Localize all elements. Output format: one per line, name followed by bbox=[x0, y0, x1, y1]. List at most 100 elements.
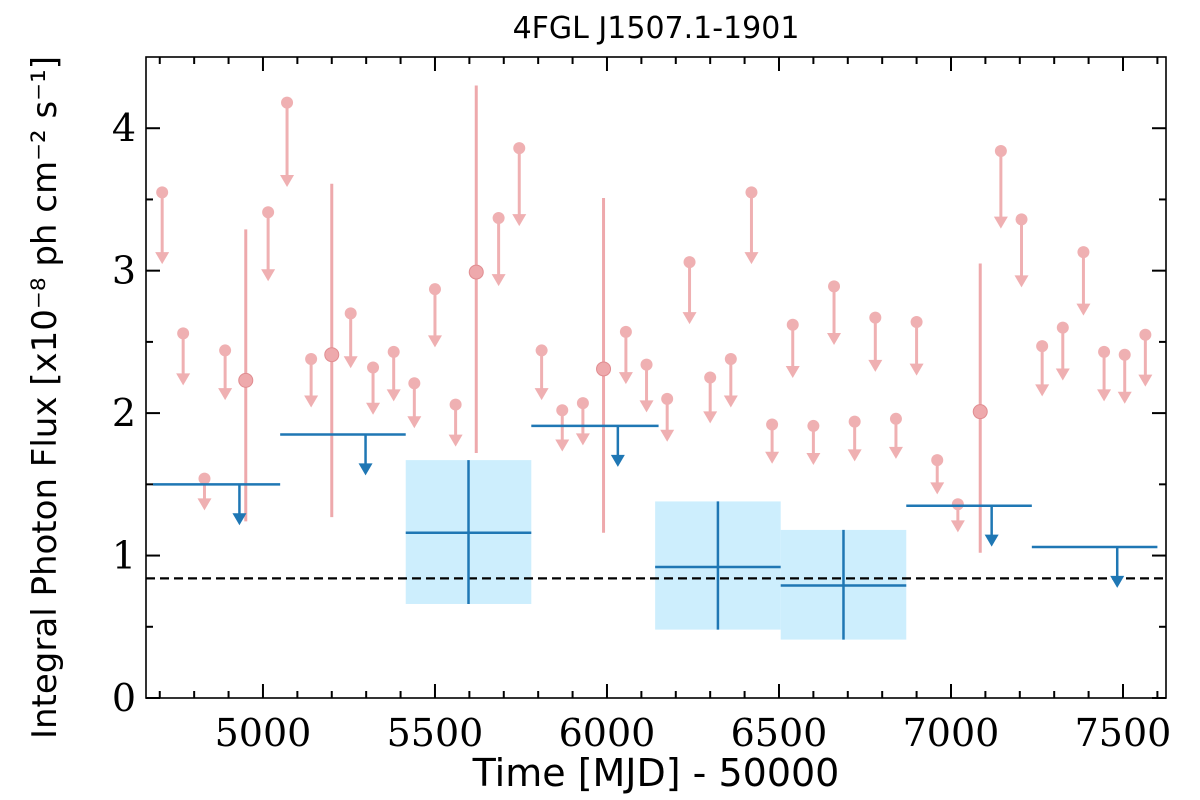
short-bin-upper-limit bbox=[785, 318, 800, 379]
upper-limit-arrowhead bbox=[343, 356, 358, 369]
upper-limit-marker bbox=[535, 344, 548, 357]
upper-limit-marker bbox=[492, 211, 505, 224]
upper-limit-marker bbox=[219, 344, 232, 357]
upper-limit-arrowhead bbox=[765, 451, 780, 464]
upper-limit-arrowhead bbox=[618, 372, 633, 385]
short-bin-upper-limit bbox=[827, 280, 842, 345]
detection-marker bbox=[238, 372, 254, 388]
upper-limit-arrowhead bbox=[930, 482, 945, 495]
upper-limit-arrowhead bbox=[491, 274, 506, 287]
upper-limit-arrowhead bbox=[723, 395, 738, 408]
detection-marker bbox=[596, 361, 612, 377]
short-bin-upper-limit bbox=[660, 392, 675, 442]
upper-limit-arrowhead bbox=[575, 433, 590, 446]
short-bin-upper-limit bbox=[1138, 328, 1153, 387]
upper-limit-arrowhead bbox=[304, 395, 319, 408]
upper-limit-arrowhead bbox=[1097, 389, 1112, 402]
short-bin-upper-limit bbox=[930, 454, 945, 495]
upper-limit-arrowhead bbox=[366, 402, 381, 415]
upper-limit-marker bbox=[745, 186, 758, 199]
short-bin-upper-limit bbox=[575, 397, 590, 446]
short-bin-detection bbox=[468, 85, 484, 453]
x-tick-label: 6000 bbox=[559, 711, 656, 755]
plot-area bbox=[146, 85, 1166, 640]
upper-limit-marker bbox=[951, 498, 964, 511]
upper-limit-arrowhead bbox=[827, 332, 842, 345]
upper-limit-arrowhead bbox=[847, 449, 862, 462]
short-bin-upper-limit bbox=[765, 418, 780, 464]
upper-limit-arrowhead bbox=[993, 216, 1008, 229]
upper-limit-marker bbox=[156, 186, 169, 199]
short-bin-upper-limit bbox=[176, 327, 191, 386]
detection-marker bbox=[468, 264, 484, 280]
upper-limit-arrowhead bbox=[785, 366, 800, 379]
detection-marker bbox=[972, 404, 988, 420]
upper-limit-marker bbox=[807, 419, 820, 432]
upper-limit-marker bbox=[786, 318, 799, 331]
short-bin-upper-limit bbox=[1055, 321, 1070, 381]
upper-limit-arrowhead bbox=[682, 312, 697, 325]
upper-limit-marker bbox=[449, 398, 462, 411]
short-bin-upper-limit bbox=[155, 186, 170, 265]
long-bin-upper-limit-arrowhead bbox=[610, 454, 625, 467]
long-bin-upper-limit-arrowhead bbox=[1110, 575, 1125, 588]
upper-limit-arrowhead bbox=[427, 335, 442, 348]
upper-limit-marker bbox=[994, 145, 1007, 158]
short-bin-upper-limit bbox=[555, 404, 570, 452]
x-tick-label: 5000 bbox=[215, 711, 312, 755]
upper-limit-arrowhead bbox=[176, 373, 191, 386]
short-bin-upper-limit bbox=[744, 186, 759, 265]
upper-limit-arrowhead bbox=[555, 439, 570, 452]
y-tick-label: 4 bbox=[112, 106, 136, 150]
upper-limit-arrowhead bbox=[1138, 374, 1153, 387]
upper-limit-marker bbox=[869, 311, 882, 324]
upper-limit-marker bbox=[683, 256, 696, 269]
upper-limit-marker bbox=[1098, 345, 1111, 358]
upper-limit-arrowhead bbox=[888, 446, 903, 459]
long-bin-upper-limit-arrowhead bbox=[984, 534, 999, 547]
short-bin-upper-limit bbox=[197, 472, 212, 511]
short-bin-upper-limit bbox=[868, 311, 883, 372]
upper-limit-marker bbox=[513, 142, 526, 155]
upper-limit-marker bbox=[1056, 321, 1069, 334]
short-bin-upper-limit bbox=[639, 358, 654, 413]
y-axis-label: Integral Photon Flux [x10⁻⁸ ph cm⁻² s⁻¹] bbox=[25, 56, 65, 739]
upper-limit-marker bbox=[931, 454, 944, 467]
short-bin-upper-limit bbox=[682, 256, 697, 325]
short-bin-upper-limit bbox=[512, 142, 527, 227]
upper-limit-arrowhead bbox=[1014, 275, 1029, 288]
upper-limit-marker bbox=[828, 280, 841, 293]
upper-limit-marker bbox=[281, 96, 294, 109]
short-bin-upper-limit bbox=[950, 498, 965, 533]
upper-limit-marker bbox=[724, 352, 737, 365]
upper-limit-arrowhead bbox=[512, 214, 527, 227]
short-bin-upper-limit bbox=[427, 283, 442, 348]
long-bin-upper-limit-arrowhead bbox=[358, 463, 373, 476]
upper-limit-marker bbox=[177, 327, 190, 340]
short-bin-upper-limit bbox=[386, 345, 401, 402]
upper-limit-marker bbox=[387, 345, 400, 358]
short-bin-upper-limit bbox=[261, 206, 276, 282]
short-bin-upper-limit bbox=[806, 419, 821, 466]
long-bin-upper-limit-arrowhead bbox=[232, 513, 247, 526]
short-bin-upper-limit bbox=[618, 325, 633, 385]
short-bin-upper-limit bbox=[343, 307, 358, 369]
x-tick-label: 7500 bbox=[1075, 711, 1172, 755]
y-tick-label: 3 bbox=[112, 249, 136, 293]
short-bin-upper-limit bbox=[1076, 246, 1091, 316]
upper-limit-arrowhead bbox=[197, 498, 212, 511]
upper-limit-marker bbox=[576, 397, 589, 410]
plot-frame bbox=[145, 56, 1167, 699]
upper-limit-arrowhead bbox=[407, 416, 422, 429]
short-bin-upper-limit bbox=[1014, 213, 1029, 288]
short-bin-upper-limit bbox=[993, 145, 1008, 229]
short-bin-upper-limit bbox=[448, 398, 463, 447]
upper-limit-marker bbox=[1118, 348, 1131, 361]
detection-marker bbox=[324, 347, 340, 363]
upper-limit-arrowhead bbox=[806, 453, 821, 466]
chart-title: 4FGL J1507.1-1901 bbox=[513, 11, 800, 46]
short-bin-upper-limit bbox=[280, 96, 295, 187]
short-bin-upper-limit bbox=[703, 371, 718, 424]
upper-limit-marker bbox=[910, 315, 923, 328]
